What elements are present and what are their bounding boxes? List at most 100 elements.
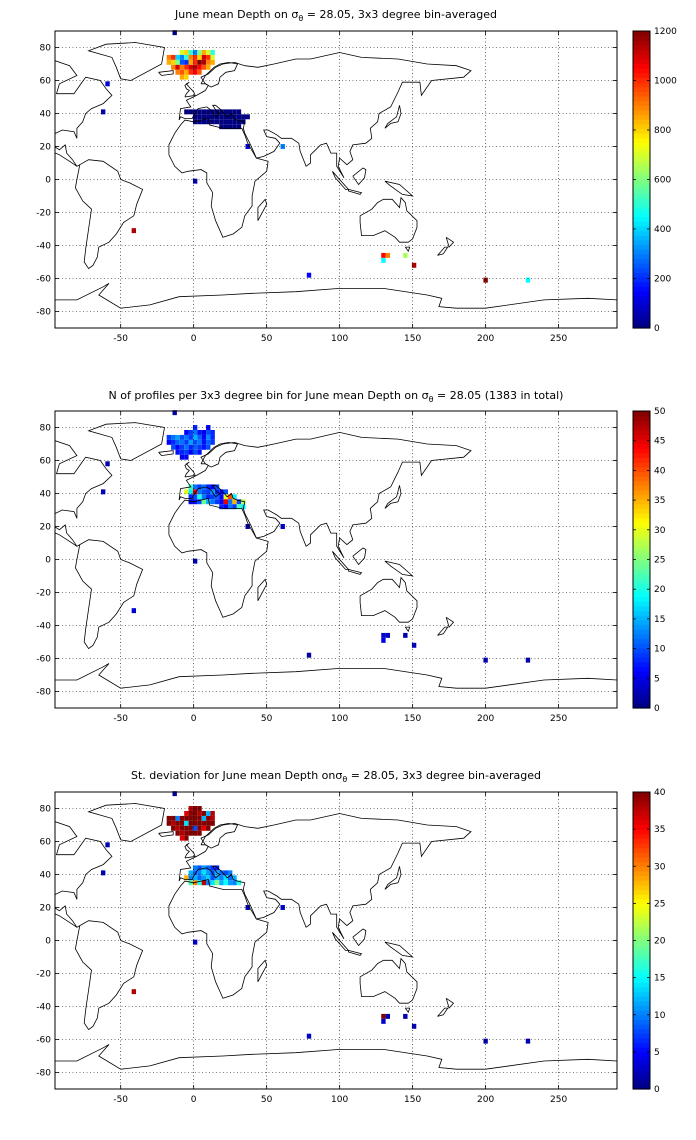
data-cell bbox=[525, 657, 531, 663]
data-cell bbox=[175, 815, 180, 821]
data-cell bbox=[197, 825, 202, 831]
data-cell bbox=[197, 439, 202, 445]
colorbar-segment bbox=[633, 573, 650, 579]
data-cell bbox=[210, 54, 215, 60]
colorbar-segment bbox=[633, 448, 650, 454]
colorbar-segment bbox=[633, 174, 650, 181]
coastline bbox=[184, 461, 196, 478]
colorbar-segment bbox=[633, 119, 650, 125]
data-cell bbox=[175, 830, 180, 836]
data-cell bbox=[219, 489, 224, 495]
colorbar-segment bbox=[633, 72, 650, 79]
coastline bbox=[384, 105, 402, 129]
data-cell bbox=[210, 119, 215, 125]
colorbar-segment bbox=[633, 475, 650, 482]
data-cell bbox=[201, 494, 207, 500]
data-cell bbox=[210, 815, 215, 821]
colorbar-segment bbox=[633, 1028, 650, 1034]
data-cell bbox=[403, 632, 408, 638]
data-cell bbox=[227, 870, 233, 876]
coastline bbox=[359, 576, 418, 623]
coastline bbox=[257, 198, 268, 221]
coastline bbox=[445, 997, 455, 1009]
data-cell bbox=[188, 489, 193, 495]
data-cell bbox=[223, 499, 228, 505]
data-cell bbox=[197, 59, 202, 65]
x-tick-label: 200 bbox=[477, 714, 494, 724]
data-cell bbox=[197, 815, 202, 821]
data-cell bbox=[197, 484, 202, 490]
colorbar-segment bbox=[633, 142, 650, 148]
coastline bbox=[404, 1007, 411, 1014]
coastline bbox=[87, 42, 165, 81]
colorbar-segment bbox=[633, 105, 650, 111]
data-cell bbox=[171, 815, 176, 821]
colorbar-tick-label: 15 bbox=[654, 615, 665, 625]
gridlines bbox=[55, 31, 617, 328]
colorbar-tick-label: 0 bbox=[654, 324, 660, 334]
data-cell bbox=[197, 820, 202, 826]
y-tick-label: -60 bbox=[36, 275, 51, 285]
coastline bbox=[332, 932, 350, 951]
colorbar-segment bbox=[633, 982, 650, 988]
colorbar-segment bbox=[633, 959, 650, 965]
colorbar-segment bbox=[633, 1014, 650, 1020]
data-cell bbox=[197, 49, 202, 55]
data-cell bbox=[236, 124, 242, 130]
data-cell bbox=[192, 444, 198, 450]
data-cell bbox=[232, 880, 237, 886]
coastline bbox=[257, 578, 268, 601]
coastline bbox=[55, 663, 617, 708]
data-cell bbox=[385, 632, 391, 638]
coastline bbox=[158, 831, 174, 837]
data-cell bbox=[192, 820, 198, 826]
colorbar-segment bbox=[633, 908, 650, 914]
data-cell bbox=[184, 830, 189, 836]
coastline bbox=[168, 118, 269, 238]
data-cell bbox=[131, 608, 137, 614]
data-cell bbox=[236, 499, 242, 505]
colorbar-segment bbox=[633, 647, 650, 653]
colorbar-segment bbox=[633, 462, 650, 468]
colorbar-tick-label: 35 bbox=[654, 496, 665, 506]
colorbar-segment bbox=[633, 165, 650, 171]
data-cell bbox=[171, 444, 176, 450]
colorbar-segment bbox=[633, 652, 650, 658]
colorbar-segment bbox=[633, 517, 650, 523]
colorbar-segment bbox=[633, 133, 650, 139]
data-cell bbox=[179, 69, 185, 75]
data-cell bbox=[197, 434, 202, 440]
colorbar-segment bbox=[633, 244, 650, 250]
data-cell bbox=[206, 54, 211, 60]
x-tick-label: -50 bbox=[113, 714, 128, 724]
data-cell bbox=[197, 810, 202, 816]
y-tick-label: -60 bbox=[36, 655, 51, 665]
coastline bbox=[384, 866, 402, 890]
data-cell bbox=[171, 434, 176, 440]
data-cell bbox=[306, 1033, 312, 1039]
data-cell bbox=[219, 124, 224, 130]
data-cell bbox=[210, 865, 215, 871]
colorbar-tick-label: 10 bbox=[654, 645, 666, 655]
data-cell bbox=[210, 820, 215, 826]
colorbar-segment bbox=[633, 35, 650, 41]
data-cell bbox=[179, 64, 185, 70]
data-cell bbox=[192, 815, 198, 821]
data-cell bbox=[197, 109, 202, 115]
colorbar-segment bbox=[633, 100, 650, 106]
data-cell bbox=[210, 875, 215, 881]
data-cell bbox=[179, 815, 185, 821]
data-cell bbox=[192, 114, 198, 120]
colorbar-segment bbox=[633, 684, 650, 691]
data-cell bbox=[206, 870, 211, 876]
data-cell bbox=[184, 449, 189, 455]
colorbar-segment bbox=[633, 513, 650, 519]
colorbar-tick-label: 15 bbox=[654, 974, 665, 984]
colorbar-segment bbox=[633, 1047, 650, 1053]
colorbar-segment bbox=[633, 824, 650, 830]
colorbar-segment bbox=[633, 689, 650, 695]
y-tick-label: -60 bbox=[36, 1036, 51, 1046]
data-cell bbox=[192, 434, 198, 440]
data-cell bbox=[188, 439, 193, 445]
data-cell bbox=[184, 64, 189, 70]
